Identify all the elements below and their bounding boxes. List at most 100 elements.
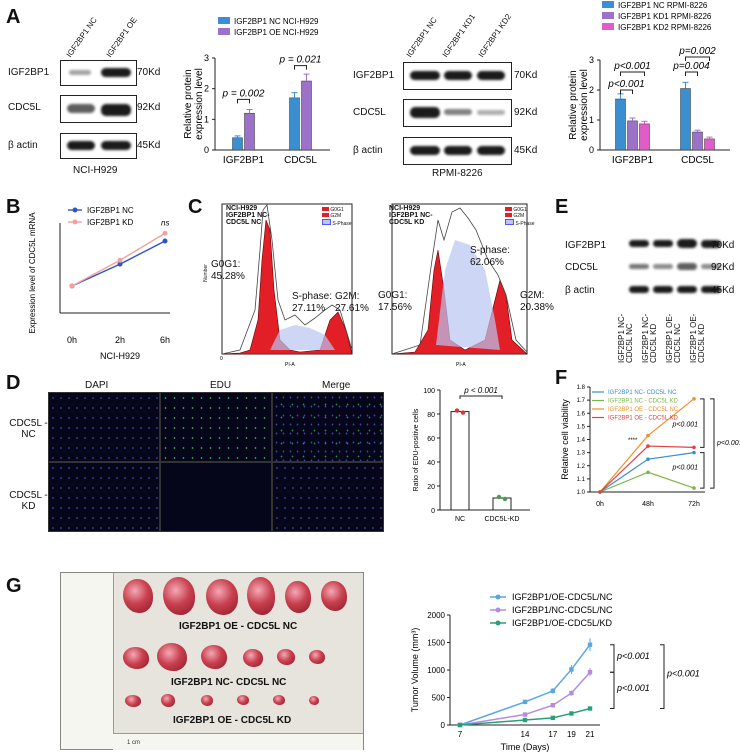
blot-strip: [60, 60, 137, 86]
y-axis-label: Relative proteinexpression level: [183, 68, 205, 140]
kd-label: 70Kd: [711, 240, 735, 251]
right-sphase: S-phase: 62.06%: [470, 245, 511, 268]
y-tick-label: 0: [441, 721, 446, 730]
row-label-nc: CDC5L -NC: [9, 418, 48, 440]
data-point: [598, 490, 602, 494]
legend-swatch: [602, 12, 614, 19]
photo-row-label: IGF2BP1 OE - CDC5L NC: [179, 621, 298, 632]
y-tick-label: 1.8: [577, 385, 586, 391]
kd-label: 70Kd: [137, 67, 161, 78]
y-tick-label: 1500: [427, 639, 445, 648]
significance-label: p<0.001: [672, 421, 699, 428]
data-point: [457, 722, 463, 728]
blot-strip: [623, 257, 723, 277]
y-tick-label: 1: [589, 115, 594, 125]
panel-label-e: E: [555, 196, 569, 218]
legend-label: IGF2BP1 KD: [87, 218, 133, 227]
blot-strip: [60, 133, 137, 159]
flow-x-axis: PI-A: [456, 362, 466, 368]
y-tick-label: 80: [427, 412, 435, 419]
blot-strip: [623, 234, 723, 254]
kd-label: 92Kd: [137, 102, 161, 113]
flow-title-right: NCI-H929 IGF2BP1 NC- CDC5L KD: [389, 205, 433, 226]
data-point: [522, 699, 528, 705]
significance-bracket: [710, 398, 715, 489]
x-tick-label: 0h: [596, 501, 604, 508]
x-tick-label: 17: [548, 730, 557, 739]
data-point: [569, 690, 574, 696]
legend-marker: [72, 219, 78, 225]
right-g0g1: G0G1: 17.56%: [378, 290, 412, 313]
bar: [627, 120, 638, 151]
y-tick-label: 3: [589, 55, 594, 65]
blot-row-label: IGF2BP1: [565, 240, 607, 251]
bar: [289, 97, 300, 151]
x-tick-label: 48h: [642, 501, 654, 508]
significance-label: ****: [628, 438, 638, 444]
data-point: [646, 444, 650, 448]
bar: [704, 138, 715, 151]
data-point: [117, 261, 123, 267]
y-tick-label: 1.6: [577, 411, 586, 417]
significance-bracket: [610, 671, 615, 709]
significance-label: p = 0.021: [279, 55, 322, 66]
lane-label: IGF2BP1 NC: [404, 15, 439, 59]
x-tick-label: NC: [455, 516, 465, 523]
panel-label-b: B: [6, 196, 21, 218]
right-g2m: G2M: 20.38%: [520, 290, 554, 313]
y-tick-label: 100: [423, 388, 435, 395]
y-tick-label: 2000: [427, 611, 445, 620]
blot-strip: [403, 137, 512, 165]
bar: [492, 497, 512, 511]
tumor-photo: 1 cm IGF2BP1 OE - CDC5L NC IGF2BP1 NC- C…: [60, 572, 364, 750]
y-tick-label: 1.2: [577, 464, 586, 470]
y-tick-label: 40: [427, 460, 435, 467]
legend-label: IGF2BP1 KD2 RPMI-8226: [618, 23, 712, 32]
bar: [692, 131, 703, 151]
flow-x-axis: PI-A: [285, 362, 295, 368]
bar: [639, 123, 650, 151]
kd-label: 45Kd: [711, 285, 735, 296]
legend-label: IGF2BP1 NC RPMI-8226: [618, 1, 708, 10]
data-point: [550, 715, 556, 721]
x-tick-label: 7: [458, 730, 463, 739]
data-point: [162, 238, 168, 244]
y-tick-label: 0: [589, 145, 594, 155]
significance-label: p<0.001: [666, 669, 700, 679]
x-tick-label: 0h: [67, 335, 77, 345]
significance-label: p=0.002: [678, 46, 716, 57]
y-tick-label: 1.7: [577, 398, 586, 404]
y-axis-label: Relative cell viability: [560, 399, 570, 480]
significance-bracket: [700, 452, 705, 489]
data-point: [522, 717, 528, 723]
column-label-dapi: DAPI: [85, 380, 109, 391]
y-axis-label: Tumor Volume (mm³): [410, 628, 420, 713]
series-line: [459, 671, 591, 726]
significance-bracket: [237, 98, 250, 104]
data-point: [692, 486, 696, 490]
x-tick-label: CDC5L: [284, 155, 317, 166]
y-axis-label: Ratio of EDU-positive cells: [413, 408, 420, 491]
cell-line-label: NCI-H929: [73, 165, 118, 176]
data-point: [587, 706, 593, 711]
legend-label: IGF2BP1 NC- CDC5L NC: [608, 390, 677, 396]
x-tick-label: IGF2BP1: [223, 155, 265, 166]
legend-marker: [72, 207, 78, 213]
significance-bracket: [685, 56, 710, 61]
legend-label: IGF2BP1/OE-CDC5L/KD: [512, 618, 613, 628]
bar: [301, 80, 312, 151]
flow-cytometry-histograms: 0 PI-A PI-A: [220, 203, 528, 368]
data-point: [569, 711, 574, 716]
ruler-horizontal: 1 cm: [113, 733, 363, 750]
histogram-left: 0 PI-A: [220, 203, 353, 368]
data-point: [162, 230, 168, 236]
y-tick-label: 1.5: [577, 424, 586, 430]
blot-row-label: IGF2BP1: [8, 67, 50, 78]
y-tick-label: 0: [431, 508, 435, 515]
data-point: [646, 457, 650, 461]
lane-label: IGF2BP1 KD1: [440, 12, 478, 59]
blot-strip: [623, 280, 723, 300]
data-point: [587, 642, 593, 647]
legend-label: IGF2BP1 NC - CDC5L KD: [608, 399, 678, 405]
significance-label: ns: [161, 219, 169, 228]
